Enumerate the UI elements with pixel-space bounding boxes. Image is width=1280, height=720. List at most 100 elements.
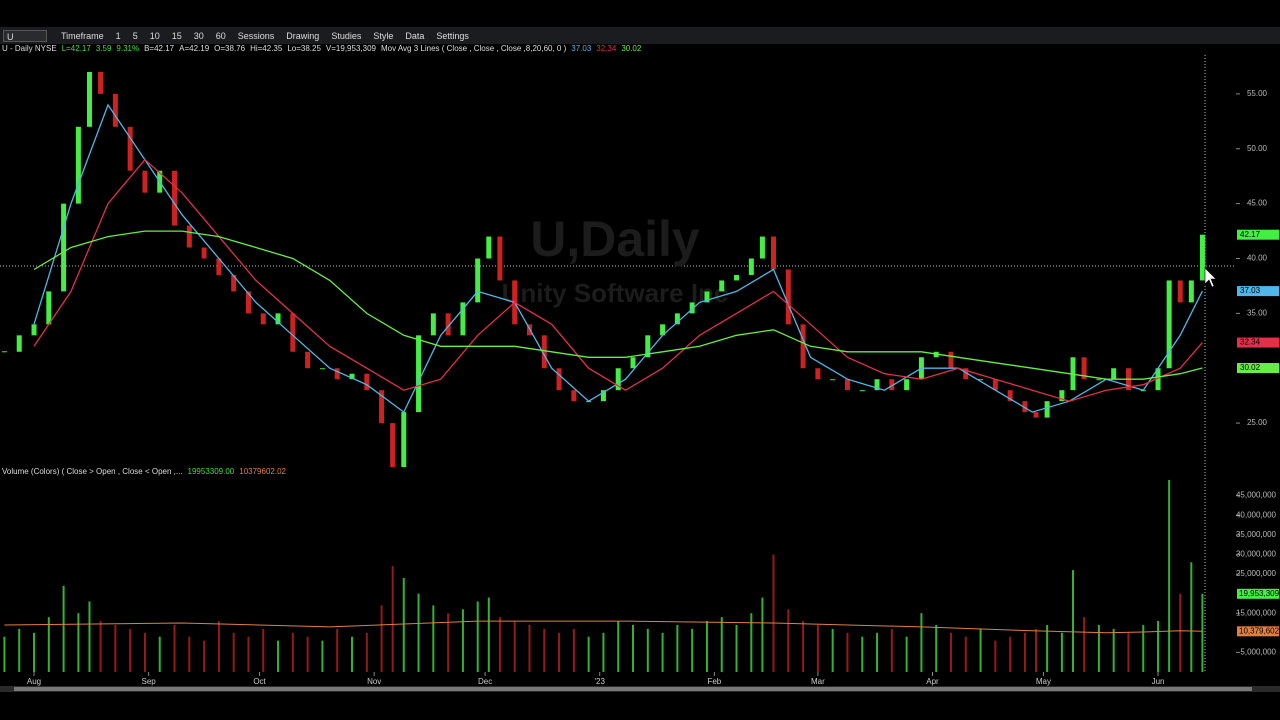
legend-value: 37.03 xyxy=(571,44,592,53)
candle xyxy=(390,423,396,467)
toolbar-item[interactable]: Sessions xyxy=(237,30,275,41)
volume-bar xyxy=(661,632,664,672)
volume-bar xyxy=(203,640,206,672)
volume-bar xyxy=(47,617,50,672)
candle xyxy=(245,291,251,314)
volume-bar xyxy=(646,628,649,672)
volume-bar xyxy=(1009,636,1012,672)
candle xyxy=(486,236,492,259)
volume-bar xyxy=(705,621,708,672)
candle xyxy=(349,373,355,380)
y-tick-label: 15,000,000 xyxy=(1236,608,1277,617)
price-badge xyxy=(1237,286,1279,297)
candle xyxy=(1199,234,1205,281)
candle xyxy=(1188,280,1194,303)
toolbar-item[interactable]: 15 xyxy=(171,30,182,41)
volume-bar xyxy=(1046,624,1049,672)
price-badge xyxy=(1237,229,1279,240)
candle xyxy=(260,313,266,325)
volume-bar xyxy=(1112,628,1115,672)
candle xyxy=(75,126,81,204)
volume-bar xyxy=(787,609,790,672)
volume-bar xyxy=(964,636,967,672)
moving-average xyxy=(33,230,1203,380)
volume-bar xyxy=(247,636,250,672)
x-tick-label: Mar xyxy=(811,677,825,686)
candle xyxy=(430,313,436,336)
volume-bar xyxy=(1190,562,1193,672)
volume-bar xyxy=(691,628,694,672)
candle xyxy=(1155,368,1161,391)
volume-bar xyxy=(802,621,805,672)
volume-bar xyxy=(994,640,997,672)
candle xyxy=(963,368,969,380)
volume-bar xyxy=(336,628,339,672)
candle xyxy=(785,269,791,325)
price-badge xyxy=(1237,363,1279,374)
y-tick-label: 40.00 xyxy=(1247,254,1268,263)
candle xyxy=(186,225,192,248)
scroll-thumb[interactable] xyxy=(14,687,1252,691)
volume-bar xyxy=(543,628,546,672)
candle xyxy=(216,258,222,275)
candle xyxy=(600,390,606,402)
y-tick-label: 25,000,000 xyxy=(1236,569,1277,578)
y-tick-label: 35,000,000 xyxy=(1236,530,1277,539)
volume-bar xyxy=(572,628,575,672)
volume-bar xyxy=(18,628,21,672)
volume-bar xyxy=(350,636,353,672)
toolbar-item[interactable]: 5 xyxy=(132,30,138,41)
volume-bar xyxy=(846,632,849,672)
candle xyxy=(1059,390,1065,402)
toolbar-item[interactable]: 60 xyxy=(215,30,226,41)
volume-bar xyxy=(129,628,132,672)
toolbar-item[interactable]: Drawing xyxy=(286,30,320,41)
candle xyxy=(127,126,133,171)
toolbar-item[interactable]: 30 xyxy=(193,30,204,41)
toolbar-item[interactable]: Data xyxy=(405,30,425,41)
volume-bar xyxy=(735,624,738,672)
y-tick-label: 5,000,000 xyxy=(1240,648,1276,657)
volume-average xyxy=(4,620,1203,634)
volume-bar xyxy=(99,621,102,672)
candle xyxy=(86,71,92,127)
x-tick-label: Feb xyxy=(707,677,721,686)
volume-bar xyxy=(831,628,834,672)
legend-text: 19953309.00 xyxy=(188,467,235,476)
toolbar-item[interactable]: Settings xyxy=(436,30,469,41)
volume-bar xyxy=(513,621,516,672)
volume-badge xyxy=(1237,626,1279,637)
volume-bar xyxy=(602,632,605,672)
volume-bar xyxy=(262,628,265,672)
candle xyxy=(874,379,880,391)
legend-text: 9.31% xyxy=(116,44,139,53)
volume-bar xyxy=(291,632,294,672)
candle xyxy=(992,379,998,391)
x-tick-label: Sep xyxy=(142,677,157,686)
toolbar-item[interactable]: Style xyxy=(373,30,394,41)
legend-text: B=42.17 xyxy=(144,44,175,53)
legend-text: 10379602.02 xyxy=(239,467,286,476)
volume-bar xyxy=(217,621,220,672)
toolbar-item[interactable]: Timeframe xyxy=(61,30,104,41)
candle xyxy=(1044,401,1050,418)
volume-badge-label: 10,379,602 xyxy=(1239,626,1280,635)
legend-text: Volume (Colors) ( Close > Open , Close <… xyxy=(2,467,183,476)
toolbar-item[interactable]: Studies xyxy=(331,30,362,41)
price-badge-label: 42.17 xyxy=(1240,230,1261,239)
price-badge-label: 30.02 xyxy=(1240,363,1261,372)
candle xyxy=(1166,280,1172,369)
legend-text: 3.59 xyxy=(96,44,112,53)
volume-bar xyxy=(1060,632,1063,672)
candle xyxy=(541,335,547,369)
symbol-box[interactable]: U xyxy=(3,29,47,42)
legend-text: V=19,953,309 xyxy=(326,44,377,53)
legend-text: A=42.19 xyxy=(179,44,210,53)
volume-bar xyxy=(1168,479,1171,672)
candle xyxy=(305,351,311,369)
toolbar-item[interactable]: 10 xyxy=(149,30,160,41)
toolbar-item[interactable]: 1 xyxy=(115,30,121,41)
price-badge-label: 32.34 xyxy=(1240,338,1261,347)
candle xyxy=(1096,379,1102,381)
volume-badge xyxy=(1237,588,1279,599)
